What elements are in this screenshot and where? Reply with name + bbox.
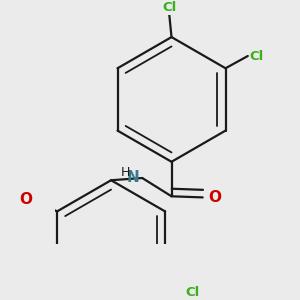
Text: N: N: [126, 170, 139, 185]
Text: Cl: Cl: [162, 1, 176, 14]
Text: O: O: [208, 190, 221, 205]
Text: H: H: [121, 166, 130, 179]
Text: O: O: [19, 192, 32, 207]
Text: Cl: Cl: [185, 286, 200, 299]
Text: Cl: Cl: [249, 50, 263, 62]
